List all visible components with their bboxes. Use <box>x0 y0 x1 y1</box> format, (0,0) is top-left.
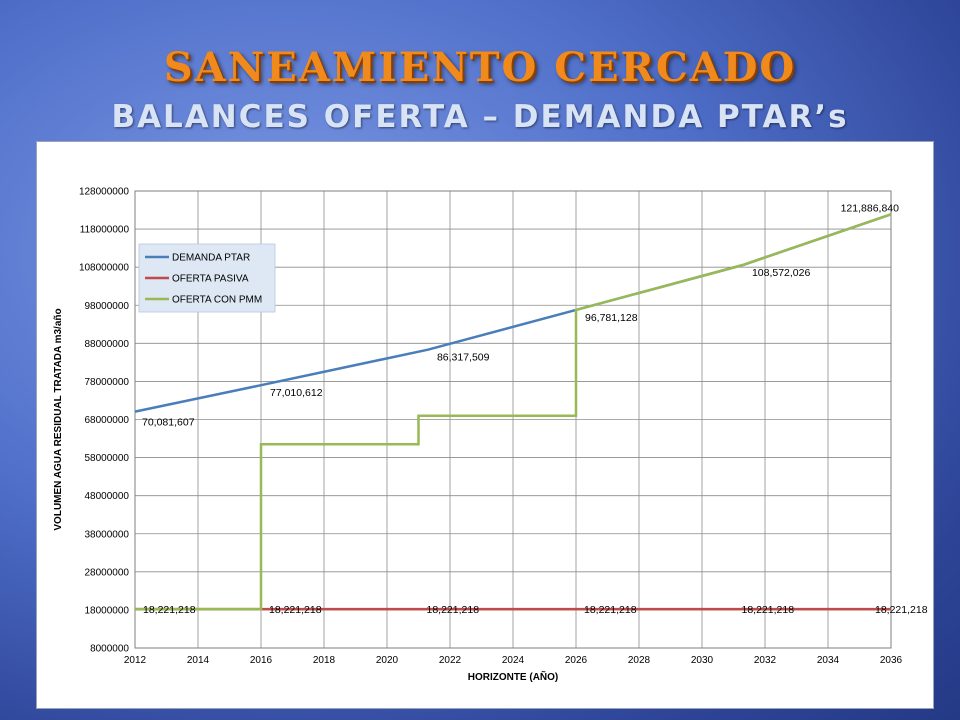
legend: DEMANDA PTAR OFERTA PASIVA OFERTA CON PMM <box>138 243 276 313</box>
x-tick-label: 2032 <box>754 655 777 666</box>
x-tick-label: 2014 <box>187 655 210 666</box>
x-tick-label: 2020 <box>376 655 399 666</box>
y-tick-label: 48000000 <box>85 491 130 502</box>
data-label: 18,221,218 <box>875 604 928 616</box>
data-label: 121,886,840 <box>841 202 900 214</box>
y-tick-label: 78000000 <box>85 377 130 388</box>
y-tick-label: 68000000 <box>85 415 130 426</box>
data-label: 18,221,218 <box>269 604 322 616</box>
x-tick-label: 2034 <box>817 655 840 666</box>
data-label: 18,221,218 <box>584 604 637 616</box>
x-tick-label: 2024 <box>502 655 525 666</box>
x-tick-label: 2028 <box>628 655 651 666</box>
x-tick-label: 2012 <box>124 655 147 666</box>
y-tick-label: 18000000 <box>85 605 130 616</box>
legend-label: OFERTA CON PMM <box>172 295 262 306</box>
y-axis-title: VOLUMEN AGUA RESIDUAL TRATADA m3/año <box>53 308 64 530</box>
x-tick-label: 2026 <box>565 655 588 666</box>
legend-label: OFERTA PASIVA <box>172 274 249 285</box>
data-label: 18,221,218 <box>742 604 795 616</box>
data-label: 108,572,026 <box>752 267 811 279</box>
x-tick-label: 2016 <box>250 655 273 666</box>
x-tick-label: 2036 <box>880 655 903 666</box>
y-tick-label: 8000000 <box>90 644 129 655</box>
data-label: 18,221,218 <box>427 604 480 616</box>
chart-panel: 8000000 18000000 28000000 38000000 48000000 5… <box>36 141 934 709</box>
x-tick-label: 2022 <box>439 655 462 666</box>
y-tick-label: 108000000 <box>79 263 129 274</box>
data-label: 77,010,612 <box>270 387 323 399</box>
plot-border <box>134 190 892 649</box>
data-label: 86,317,509 <box>437 352 490 364</box>
series-line-oferta-con-pmm <box>135 213 892 611</box>
y-tick-label: 88000000 <box>85 339 130 350</box>
x-axis-title: HORIZONTE (AÑO) <box>468 670 559 683</box>
line-chart: 8000000 18000000 28000000 38000000 48000000 5… <box>53 187 928 684</box>
data-labels: 70,081,607 77,010,612 86,317,509 96,781,128… <box>142 202 928 616</box>
y-tick-label: 28000000 <box>85 567 130 578</box>
slide-subtitle: BALANCES OFERTA – DEMANDA PTAR’s <box>111 99 849 135</box>
y-tick-label: 98000000 <box>85 301 130 312</box>
x-tick-label: 2030 <box>691 655 714 666</box>
data-label: 70,081,607 <box>142 417 195 429</box>
axes: 8000000 18000000 28000000 38000000 48000000 5… <box>79 187 903 667</box>
y-tick-label: 38000000 <box>85 529 130 540</box>
y-tick-label: 58000000 <box>85 453 130 464</box>
legend-label: DEMANDA PTAR <box>172 253 250 264</box>
x-tick-label: 2018 <box>313 655 336 666</box>
y-tick-label: 118000000 <box>80 225 130 236</box>
data-label: 18,221,218 <box>143 604 196 616</box>
y-tick-label: 128000000 <box>79 187 129 198</box>
data-label: 96,781,128 <box>585 312 638 324</box>
slide-title: SANEAMIENTO CERCADO <box>163 44 797 91</box>
series-lines <box>134 213 892 611</box>
